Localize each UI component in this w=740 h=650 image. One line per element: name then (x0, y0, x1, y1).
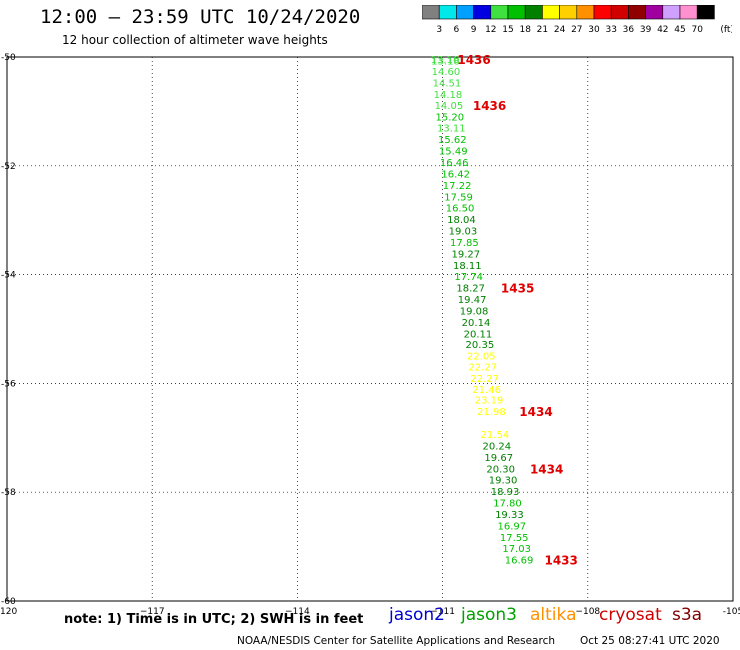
swh-value: 14.18 (434, 90, 463, 101)
time-label: 1433 (544, 554, 577, 568)
swh-value: 14.05 (435, 101, 464, 112)
colorbar-label: 6 (454, 25, 460, 35)
swh-value: 16.42 (441, 169, 470, 180)
time-label: 1434 (519, 405, 552, 419)
time-label: 1434 (530, 462, 563, 476)
colorbar-label: 18 (519, 25, 531, 35)
time-label: 1436 (457, 53, 490, 67)
swh-value: 15.20 (436, 112, 465, 123)
swh-value: 22.27 (470, 374, 499, 385)
swh-value: 17.03 (502, 544, 531, 555)
swh-value: 19.67 (484, 453, 513, 464)
legend-altika: altika (530, 605, 577, 625)
footer-note: note: 1) Time is in UTC; 2) SWH is in fe… (64, 612, 364, 627)
swh-value: 19.03 (449, 227, 478, 238)
swh-value: 17.74 (454, 272, 483, 283)
x-tick-label: −108 (575, 607, 600, 617)
swh-value: 17.80 (493, 499, 522, 510)
swh-value: 13.18 (431, 56, 460, 67)
swh-value: 14.51 (433, 79, 462, 90)
swh-value: 13.11 (437, 124, 466, 135)
y-tick-label: -54 (1, 271, 16, 281)
swh-value: 16.69 (505, 556, 534, 567)
swh-value: 15.62 (438, 135, 467, 146)
swh-value: 16.97 (497, 521, 526, 532)
swh-value: 19.27 (452, 249, 481, 260)
chart-subtitle: 12 hour collection of altimeter wave hei… (62, 33, 328, 47)
swh-value: 19.30 (489, 476, 518, 487)
swh-value: 16.50 (446, 204, 475, 215)
swh-value: 21.46 (472, 385, 501, 396)
swh-value: 18.93 (491, 487, 520, 498)
y-tick-label: -58 (1, 488, 16, 498)
colorbar-label: 3 (436, 25, 442, 35)
legend-cryosat: cryosat (599, 605, 662, 625)
colorbar-label: 21 (537, 25, 548, 35)
x-tick-label: −114 (285, 607, 310, 617)
swh-value: 16.46 (440, 158, 469, 169)
colorbar-label: 70 (691, 25, 703, 35)
swh-value: 18.27 (456, 284, 485, 295)
swh-value: 22.05 (467, 352, 496, 363)
time-label: 1435 (501, 282, 534, 296)
swh-value: 17.55 (500, 533, 529, 544)
x-tick-label: -120 (0, 607, 17, 617)
satellite-legend: jason2 jason3 altika cryosat s3a (0, 605, 740, 629)
y-tick-label: -56 (1, 379, 16, 389)
colorbar-label: 15 (502, 25, 513, 35)
y-tick-label: -52 (1, 162, 16, 172)
swh-value: 19.33 (495, 510, 524, 521)
chart-title: 12:00 – 23:59 UTC 10/24/2020 (40, 6, 361, 28)
swh-value: 21.54 (481, 430, 510, 441)
x-tick-label: −111 (430, 607, 455, 617)
colorbar-swatch (696, 5, 715, 20)
swh-value: 17.22 (443, 181, 472, 192)
swh-value: 13.16 (431, 55, 460, 66)
swh-value: 21.98 (477, 407, 506, 418)
swh-value: 19.47 (458, 295, 487, 306)
colorbar-label: 39 (640, 25, 652, 35)
footer-timestamp: Oct 25 08:27:41 UTC 2020 (580, 635, 720, 647)
x-tick-label: −117 (140, 607, 165, 617)
swh-value: 19.08 (460, 307, 489, 318)
swh-value: 20.30 (486, 464, 515, 475)
y-tick-label: -50 (1, 53, 16, 63)
plot-frame (6, 56, 734, 602)
colorbar-unit: (ft) (720, 25, 732, 35)
swh-value: 18.11 (453, 261, 482, 272)
swh-value: 14.60 (432, 67, 461, 78)
swh-value: 23.19 (475, 396, 504, 407)
colorbar-label: 30 (588, 25, 600, 35)
swh-value: 17.59 (444, 192, 473, 203)
legend-s3a: s3a (672, 605, 703, 625)
colorbar-label: 24 (554, 25, 566, 35)
x-tick-label: -105 (723, 607, 740, 617)
legend-jason3: jason3 (461, 605, 517, 625)
swh-value: 15.49 (439, 147, 468, 158)
swh-value: 18.04 (447, 215, 476, 226)
colorbar-label: 42 (657, 25, 668, 35)
colorbar-label: 9 (471, 25, 477, 35)
colorbar-label: 33 (605, 25, 616, 35)
swh-value: 20.24 (482, 441, 511, 452)
swh-value: 22.27 (468, 363, 497, 374)
swh-value: 20.35 (466, 340, 495, 351)
colorbar-label: 36 (623, 25, 635, 35)
swh-value: 17.85 (450, 238, 479, 249)
colorbar-label: 12 (485, 25, 496, 35)
swh-value: 20.14 (462, 318, 491, 329)
colorbar-label: 45 (674, 25, 685, 35)
colorbar-label: 27 (571, 25, 582, 35)
y-tick-label: -60 (1, 597, 16, 607)
footer-credit: NOAA/NESDIS Center for Satellite Applica… (237, 635, 555, 647)
swh-value: 20.11 (464, 329, 493, 340)
time-label: 1436 (473, 99, 506, 113)
legend-jason2: jason2 (389, 605, 445, 625)
